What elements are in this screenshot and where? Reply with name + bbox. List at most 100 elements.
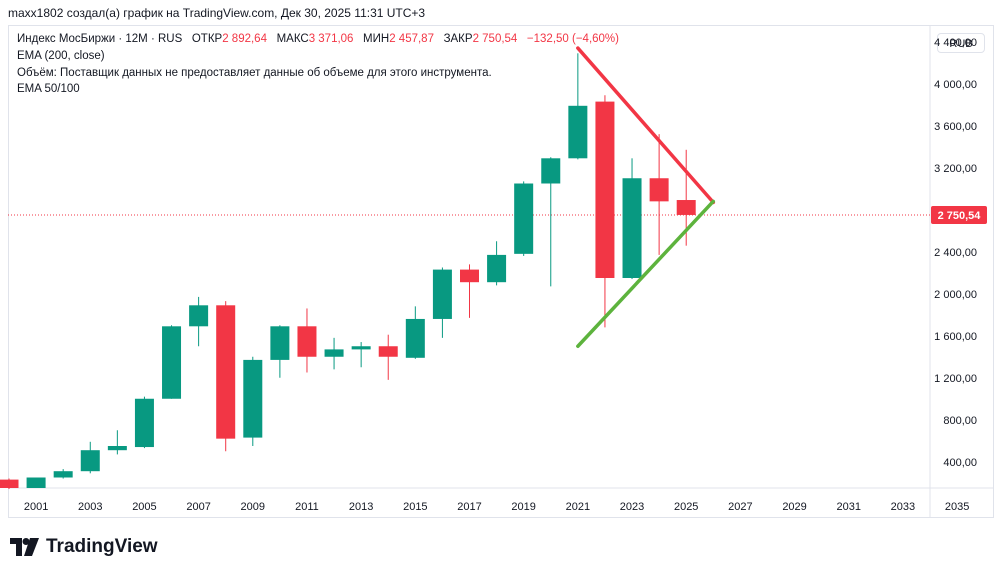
candle (595, 95, 615, 328)
candle-body (432, 269, 452, 319)
candle-body (162, 326, 182, 399)
candle (324, 337, 344, 370)
candle-body (622, 178, 642, 278)
legend-high-label: МАКС (276, 33, 309, 45)
candle (622, 158, 642, 280)
legend-symbol: Индекс МосБиржи · 12M · RUS (17, 33, 183, 45)
candle (460, 264, 479, 318)
candle-body (297, 326, 317, 357)
logo-text: TradingView (46, 536, 158, 557)
candle-body (649, 178, 669, 202)
candle (80, 441, 100, 474)
y-tick-label: 4 400,00 (934, 37, 977, 49)
candle-body (405, 318, 425, 358)
legend-low-value: 2 457,87 (389, 33, 434, 45)
candle-body (107, 446, 127, 451)
tradingview-logo-icon (10, 538, 39, 556)
candle-body (541, 158, 561, 184)
candle-body (324, 349, 344, 357)
candle-body (0, 479, 19, 488)
x-tick-label: 2027 (728, 501, 752, 513)
trendline-upper (576, 46, 716, 205)
y-tick-label: 400,00 (943, 457, 977, 469)
candle (568, 53, 588, 160)
candle-body (134, 398, 154, 448)
x-tick-label: 2025 (674, 501, 698, 513)
y-tick-label: 1 200,00 (934, 373, 977, 385)
y-tick-label: 800,00 (943, 415, 977, 427)
y-tick-label: 4 000,00 (934, 79, 977, 91)
attribution-text: maxx1802 создал(а) график на TradingView… (8, 6, 426, 20)
x-tick-label: 2003 (78, 501, 102, 513)
candle-body (216, 305, 236, 439)
legend-ema-50-100[interactable]: EMA 50/100 (17, 83, 80, 95)
x-tick-label: 2007 (186, 501, 210, 513)
legend-close-value: 2 750,54 (472, 33, 518, 45)
candle-body (80, 450, 100, 472)
tradingview-logo: TradingView (10, 536, 158, 558)
candle (134, 396, 154, 449)
x-tick-label: 2021 (566, 501, 590, 513)
legend-high-value: 3 371,06 (308, 33, 354, 45)
candle-body (595, 101, 615, 278)
x-tick-label: 2029 (782, 501, 806, 513)
legend-ema200[interactable]: EMA (200, close) (17, 50, 105, 62)
x-tick-label: 2009 (241, 501, 265, 513)
candle-body (243, 359, 263, 438)
candle (270, 325, 290, 378)
candle (487, 241, 507, 286)
candle (162, 325, 182, 399)
y-tick-label: 3 200,00 (934, 163, 977, 175)
legend-open-value: 2 892,64 (222, 33, 267, 45)
last-price-tag (931, 205, 987, 224)
candle (378, 334, 398, 380)
candle (53, 469, 73, 479)
x-tick-label: 2015 (403, 501, 427, 513)
candle-body (26, 477, 46, 488)
legend-low-label: МИН (363, 33, 390, 45)
candle (351, 342, 371, 368)
y-tick-label: 2 400,00 (934, 247, 977, 259)
x-tick-label: 2005 (132, 501, 156, 513)
x-tick-label: 2017 (457, 501, 481, 513)
x-tick-label: 2019 (511, 501, 535, 513)
legend-symbol-row: Индекс МосБиржи · 12M · RUS ОТКР2 892,64… (17, 33, 619, 45)
candle (541, 157, 561, 287)
x-tick-label: 2013 (349, 501, 373, 513)
candle-body (460, 269, 479, 283)
legend-volume-note: Объём: Поставщик данных не предоставляет… (17, 67, 492, 79)
chart-frame (8, 25, 994, 518)
legend-open-label: ОТКР (191, 33, 223, 45)
y-tick-label: 1 600,00 (934, 331, 977, 343)
candle (107, 430, 127, 455)
candle (649, 134, 669, 255)
last-price-label: 2 750,54 (938, 210, 982, 222)
candle (26, 477, 46, 488)
candle (0, 478, 19, 490)
x-tick-label: 2023 (620, 501, 644, 513)
x-tick-label: 2031 (836, 501, 860, 513)
trendline-lower (576, 199, 716, 348)
legend-close-label: ЗАКР (443, 33, 473, 45)
y-tick-label: 2 000,00 (934, 289, 977, 301)
candle-body (487, 254, 507, 283)
x-tick-label: 2001 (24, 501, 48, 513)
legend-change: −132,50 (−4,60%) (526, 33, 619, 45)
candle (243, 356, 263, 446)
candle-body (676, 200, 696, 215)
candle (297, 308, 317, 373)
candle-body (351, 346, 371, 350)
candle-body (189, 305, 209, 327)
candle (189, 296, 209, 347)
candle-body (514, 183, 534, 254)
candle-body (568, 105, 588, 159)
candle-body (378, 346, 398, 357)
x-tick-label: 2033 (891, 501, 915, 513)
candle (405, 306, 425, 359)
y-tick-label: 3 600,00 (934, 121, 977, 133)
x-tick-label: 2011 (295, 501, 319, 513)
candle-body (270, 326, 290, 360)
currency-button[interactable]: RUB (937, 33, 985, 53)
candle (514, 181, 534, 256)
